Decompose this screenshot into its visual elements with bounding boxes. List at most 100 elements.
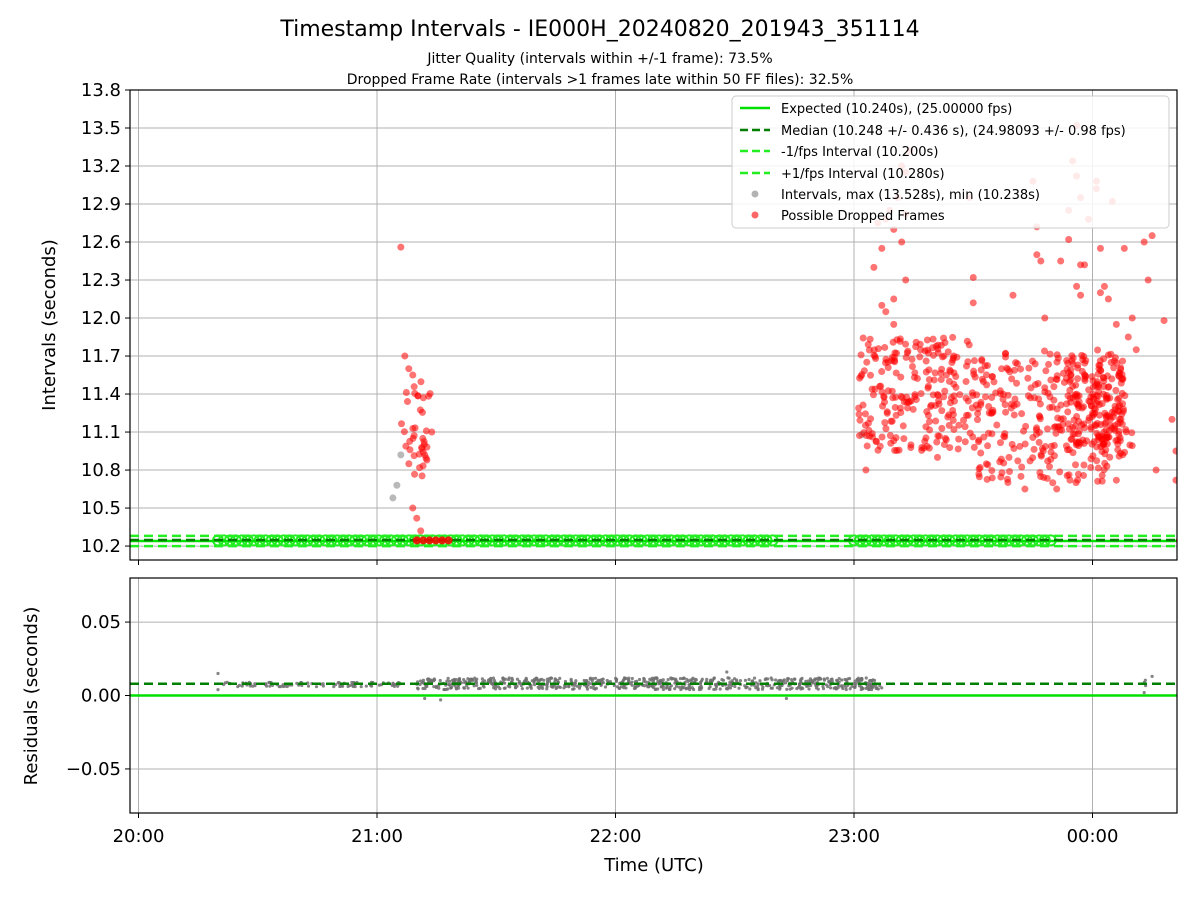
dropped-frame-point [934,432,942,440]
residuals-y-axis-label: Residuals (seconds) [21,607,42,786]
dropped-frame-point [969,273,977,281]
residual-point [1187,684,1190,687]
intervals-y-tick-label: 13.8 [81,80,121,101]
residual-point [337,680,341,685]
residual-point [1142,690,1146,695]
dropped-frame-point [997,455,1005,463]
residual-point [1181,681,1184,684]
residual-point [1189,686,1192,689]
residual-point [697,687,702,692]
residual-point [553,680,557,684]
dropped-frame-point [419,536,428,545]
dropped-frame-point [962,378,970,386]
dropped-frame-point [932,417,940,425]
dropped-frame-point [859,334,867,342]
residual-point [466,677,470,681]
residual-point [1150,674,1154,679]
dropped-frame-point [904,347,912,355]
dropped-frame-point [1060,378,1068,386]
residual-point [321,684,325,688]
residual-point [353,684,357,689]
dropped-frame-point [1072,479,1080,487]
residual-point [605,678,609,683]
dropped-frame-point [428,428,436,436]
dropped-frame-point [412,536,421,545]
dropped-frame-point [908,363,916,371]
dropped-frame-point [855,404,863,412]
residual-point [1193,679,1196,682]
residual-point [627,676,631,680]
dropped-frame-point [1064,408,1072,416]
dropped-frame-point [865,426,873,434]
dropped-frame-point [1124,333,1132,341]
dropped-frame-point [1100,282,1108,290]
residual-point [637,677,642,682]
residual-point [1180,681,1183,684]
dropped-frame-point [1119,357,1127,365]
dropped-frame-point [1184,536,1192,544]
dropped-frame-point [970,357,978,365]
legend-frame [731,95,1170,229]
dropped-frame-point [1043,474,1051,482]
residual-point [553,677,557,681]
residual-point [439,698,443,702]
residual-point [785,687,789,691]
residual-point [600,680,604,684]
dropped-frame-point [985,429,993,437]
dropped-frame-point [1033,251,1041,259]
dropped-frame-point [881,343,889,351]
dropped-frame-point [1122,426,1130,434]
legend-intervals-marker [751,190,759,198]
residual-point [483,679,487,683]
dropped-frame-point [883,408,891,416]
dropped-frame-point [418,472,426,480]
residual-point [756,687,760,692]
residual-point [538,678,542,682]
dropped-frame-point [1168,415,1176,423]
residual-point [306,684,311,688]
residual-point [548,676,552,681]
residual-point [1184,681,1187,684]
residual-point [671,676,675,681]
dropped-frame-point [397,243,405,251]
dropped-frame-point [1025,364,1033,372]
residual-point [854,682,858,686]
dropped-frame-point [961,423,969,431]
interval-point [393,481,401,489]
dropped-frame-point [403,398,411,406]
dropped-frame-point [1068,357,1076,365]
dropped-frame-point [1100,428,1108,436]
dropped-frame-point [929,391,937,399]
dropped-frame-point [863,358,871,366]
dropped-frame-point [902,340,910,348]
dropped-frame-point [1114,420,1122,428]
dropped-frame-point [855,410,863,418]
dropped-frame-point [931,369,939,377]
dropped-frame-point [1128,429,1136,437]
residual-point [705,677,709,681]
dropped-frame-point [1099,374,1107,382]
dropped-frame-point [411,424,419,432]
dropped-frame-point [438,536,447,545]
dropped-frame-point [1106,453,1114,461]
residual-point [592,686,596,690]
residual-point [574,679,578,683]
dropped-frame-point [1052,429,1060,437]
residual-point [1143,678,1147,682]
dropped-frame-point [1111,354,1119,362]
dropped-frame-point [971,373,979,381]
dropped-frame-point [1113,359,1121,367]
legend-median-label: Median (10.248 +/- 0.436 s), (24.98093 +… [781,124,1126,139]
dropped-frame-point [949,416,957,424]
dropped-frame-point [862,432,870,440]
residual-point [1183,679,1186,682]
residual-point [824,683,828,687]
dropped-frame-point [1063,356,1071,364]
residual-point [278,685,283,689]
dropped-frame-point [1100,466,1108,474]
residual-point [632,686,637,691]
residual-point [446,687,450,691]
residual-point [593,676,598,680]
dropped-frame-point [949,333,957,341]
residual-point [656,687,660,691]
